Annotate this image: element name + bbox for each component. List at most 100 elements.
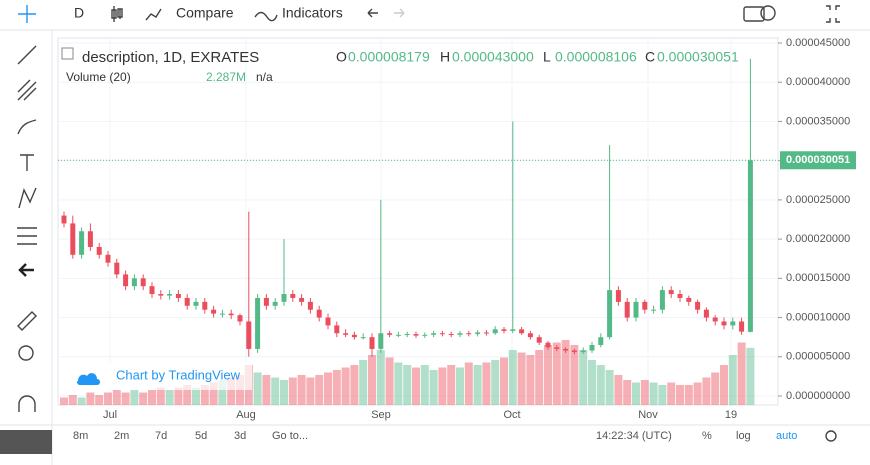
left-toolbar — [0, 5, 52, 454]
candle-body — [589, 345, 595, 351]
range-button[interactable]: 8m — [73, 430, 88, 442]
volume-bar — [394, 362, 403, 405]
magnet-icon[interactable] — [18, 395, 36, 412]
candle-body — [624, 301, 630, 318]
volume-bar — [280, 380, 288, 405]
price-tag-label: 0.000030051 — [786, 154, 850, 166]
volume-bar — [174, 387, 183, 405]
volume-bar — [720, 365, 728, 405]
x-tick-label: 19 — [725, 409, 737, 421]
volume-bar — [693, 382, 702, 405]
volume-bar — [561, 340, 570, 405]
x-tick-label: Nov — [638, 409, 658, 421]
candle-body — [211, 309, 217, 314]
snapshot-icon[interactable] — [743, 6, 765, 22]
candle-body — [131, 278, 137, 287]
volume-bar — [350, 365, 359, 405]
settings-icon[interactable] — [760, 5, 776, 21]
volume-bar — [253, 372, 262, 405]
volume-bar — [588, 360, 596, 405]
volume-bar — [632, 382, 640, 405]
candle-body — [422, 334, 428, 336]
interval-button[interactable]: D — [74, 5, 84, 21]
line-icon[interactable] — [17, 45, 37, 65]
volume-bar — [130, 390, 139, 405]
range-button[interactable]: 2m — [114, 430, 129, 442]
pattern-icon[interactable] — [18, 187, 37, 209]
volume-bar — [535, 350, 544, 405]
volume-bar — [438, 367, 447, 405]
redo-icon[interactable] — [394, 8, 405, 18]
volume-bar — [324, 372, 332, 405]
candle-body — [193, 301, 199, 306]
auto-toggle[interactable]: auto — [776, 430, 797, 442]
undo-icon[interactable] — [367, 8, 378, 18]
volume-bar — [262, 375, 271, 405]
volume-bar — [623, 380, 632, 405]
candle-body — [123, 274, 129, 287]
prediction-icon[interactable] — [17, 227, 37, 245]
chart-type-icon[interactable] — [111, 6, 123, 22]
indicators-button[interactable]: Indicators — [282, 5, 343, 21]
collapse-box[interactable] — [61, 47, 74, 60]
fullscreen-icon[interactable] — [826, 5, 840, 23]
volume-bar — [121, 392, 130, 405]
volume-bar — [112, 390, 121, 405]
range-button[interactable]: 5d — [195, 430, 207, 442]
volume-bar — [368, 355, 376, 405]
log-toggle[interactable]: log — [736, 430, 751, 442]
candle-body — [351, 334, 357, 338]
volume-bar — [649, 382, 658, 405]
volume-bar — [482, 362, 491, 405]
volume-bar — [420, 365, 429, 405]
candle-body — [281, 294, 287, 302]
fib-icon[interactable] — [17, 79, 37, 101]
candle-body — [246, 321, 252, 349]
candle-body — [607, 290, 613, 338]
candle-body — [651, 309, 657, 311]
candle-body — [255, 297, 261, 349]
compare-button[interactable]: Compare — [176, 5, 234, 21]
range-button[interactable]: 7d — [155, 430, 167, 442]
percent-toggle[interactable]: % — [702, 430, 712, 442]
volume-bar — [104, 392, 112, 405]
candle-body — [404, 334, 410, 336]
candle-body — [510, 329, 516, 331]
settings-icon[interactable] — [825, 430, 837, 442]
lock-icon[interactable] — [0, 430, 52, 454]
back-icon[interactable] — [18, 263, 34, 277]
range-button[interactable]: 3d — [234, 430, 246, 442]
volume-bar — [447, 365, 456, 405]
volume-bar — [464, 362, 473, 405]
candle-body — [571, 350, 577, 353]
brush-icon[interactable] — [17, 119, 37, 135]
legend-title: description, 1D, EXRATES — [82, 49, 259, 66]
top-bar — [0, 0, 870, 30]
volume-bar — [86, 392, 95, 405]
zoom-icon[interactable] — [18, 345, 34, 361]
volume-bar — [605, 370, 614, 405]
candle-body — [554, 347, 560, 349]
goto-button[interactable]: Go to... — [272, 430, 308, 442]
candle-body — [87, 231, 93, 247]
candle-body — [149, 286, 155, 295]
crosshair-icon[interactable] — [18, 5, 36, 23]
text-icon[interactable] — [20, 154, 34, 171]
candle-body — [413, 334, 419, 336]
volume-bar — [412, 367, 420, 405]
candle-body — [395, 334, 401, 336]
candle-body — [140, 278, 146, 287]
volume-bar — [667, 382, 676, 405]
candle-body — [79, 231, 85, 255]
y-tick-label: 0.000045000 — [786, 37, 850, 49]
x-tick-label: Oct — [503, 409, 520, 421]
ruler-icon[interactable] — [17, 311, 37, 331]
candle-body — [527, 333, 533, 338]
volume-bar — [746, 347, 755, 405]
compare-icon[interactable] — [145, 8, 162, 21]
volume-bar — [429, 370, 438, 405]
volume-value: 2.287M — [206, 70, 246, 84]
indicators-icon[interactable] — [254, 11, 278, 22]
volume-bar — [332, 370, 341, 405]
